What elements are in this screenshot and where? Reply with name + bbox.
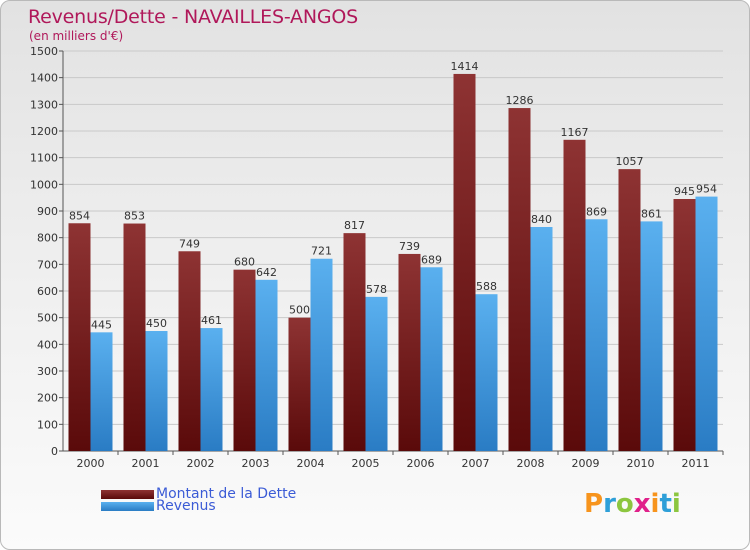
x-tick-label: 2000: [77, 457, 105, 470]
bar-revenus: [310, 258, 333, 451]
x-tick-label: 2003: [242, 457, 270, 470]
data-label-revenus: 445: [91, 318, 112, 331]
bar-dette: [618, 169, 641, 451]
x-tick-label: 2010: [627, 457, 655, 470]
data-label-revenus: 954: [696, 183, 717, 196]
data-label-revenus: 721: [311, 245, 332, 258]
data-label-revenus: 578: [366, 283, 387, 296]
data-label-dette: 817: [344, 219, 365, 232]
bar-dette: [343, 233, 366, 451]
x-tick-label: 2007: [462, 457, 490, 470]
x-tick-label: 2008: [517, 457, 545, 470]
data-label-dette: 1057: [616, 155, 644, 168]
y-tick-label: 500: [37, 312, 58, 325]
y-tick-label: 1100: [30, 152, 58, 165]
legend-swatch-revenus: [101, 502, 154, 511]
data-label-dette: 1286: [506, 94, 534, 107]
bar-revenus: [255, 279, 278, 451]
bar-dette: [288, 317, 311, 451]
bar-revenus: [695, 196, 718, 451]
data-label-dette: 945: [674, 185, 695, 198]
y-tick-label: 1200: [30, 125, 58, 138]
y-tick-label: 1000: [30, 178, 58, 191]
data-label-dette: 749: [179, 237, 200, 250]
bar-dette: [233, 269, 256, 451]
y-tick-label: 400: [37, 338, 58, 351]
y-tick-label: 700: [37, 258, 58, 271]
logo-letter: i: [650, 489, 660, 519]
y-tick-label: 600: [37, 285, 58, 298]
legend-swatch-dette: [101, 490, 154, 499]
bar-dette: [178, 251, 201, 451]
data-label-revenus: 689: [421, 253, 442, 266]
x-tick-label: 2001: [132, 457, 160, 470]
chart-title: Revenus/Dette - NAVAILLES-ANGOS: [28, 6, 359, 28]
bar-dette: [123, 223, 146, 451]
proxiti-logo: Proxiti: [584, 489, 681, 519]
logo-letter: x: [633, 489, 651, 519]
x-tick-label: 2011: [682, 457, 710, 470]
data-label-revenus: 461: [201, 314, 222, 327]
y-tick-label: 1400: [30, 72, 58, 85]
bar-dette: [453, 73, 476, 451]
logo-letter: o: [615, 489, 634, 519]
y-tick-label: 1300: [30, 98, 58, 111]
y-tick-label: 0: [51, 445, 58, 458]
data-label-dette: 853: [124, 210, 145, 223]
bar-dette: [68, 223, 91, 451]
x-tick-label: 2009: [572, 457, 600, 470]
x-tick-label: 2006: [407, 457, 435, 470]
y-tick-label: 200: [37, 392, 58, 405]
data-label-dette: 500: [289, 304, 310, 317]
data-label-dette: 680: [234, 256, 255, 269]
legend-label-dette: Montant de la Dette: [156, 486, 297, 502]
bar-revenus: [640, 221, 663, 451]
legend-label-revenus: Revenus: [156, 498, 216, 514]
bar-dette: [508, 108, 531, 452]
bar-revenus: [145, 331, 168, 451]
logo-letter: t: [659, 489, 672, 519]
logo-letter: r: [603, 489, 616, 519]
bar-revenus: [90, 332, 113, 451]
data-label-dette: 854: [69, 209, 90, 222]
y-tick-label: 1500: [30, 45, 58, 58]
data-label-dette: 1414: [451, 60, 479, 73]
bar-dette: [398, 253, 421, 451]
data-label-revenus: 588: [476, 280, 497, 293]
bar-revenus: [530, 227, 553, 451]
chart-subtitle: (en milliers d'€): [29, 29, 124, 43]
logo-letter: P: [584, 489, 604, 519]
logo-letter: i: [671, 489, 681, 519]
data-label-revenus: 869: [586, 205, 607, 218]
y-tick-label: 800: [37, 232, 58, 245]
bar-revenus: [420, 267, 443, 451]
data-label-revenus: 861: [641, 207, 662, 220]
data-label-revenus: 450: [146, 317, 167, 330]
x-tick-label: 2004: [297, 457, 325, 470]
data-label-dette: 739: [399, 240, 420, 253]
bar-dette: [673, 199, 696, 451]
bar-revenus: [475, 294, 498, 451]
data-label-revenus: 642: [256, 266, 277, 279]
bar-revenus: [585, 219, 608, 451]
y-tick-label: 100: [37, 418, 58, 431]
y-tick-label: 300: [37, 365, 58, 378]
bar-dette: [563, 139, 586, 452]
x-tick-label: 2005: [352, 457, 380, 470]
data-label-revenus: 840: [531, 213, 552, 226]
data-label-dette: 1167: [561, 126, 589, 139]
bar-revenus: [365, 296, 388, 451]
y-tick-label: 900: [37, 205, 58, 218]
x-tick-label: 2002: [187, 457, 215, 470]
bar-revenus: [200, 328, 223, 451]
